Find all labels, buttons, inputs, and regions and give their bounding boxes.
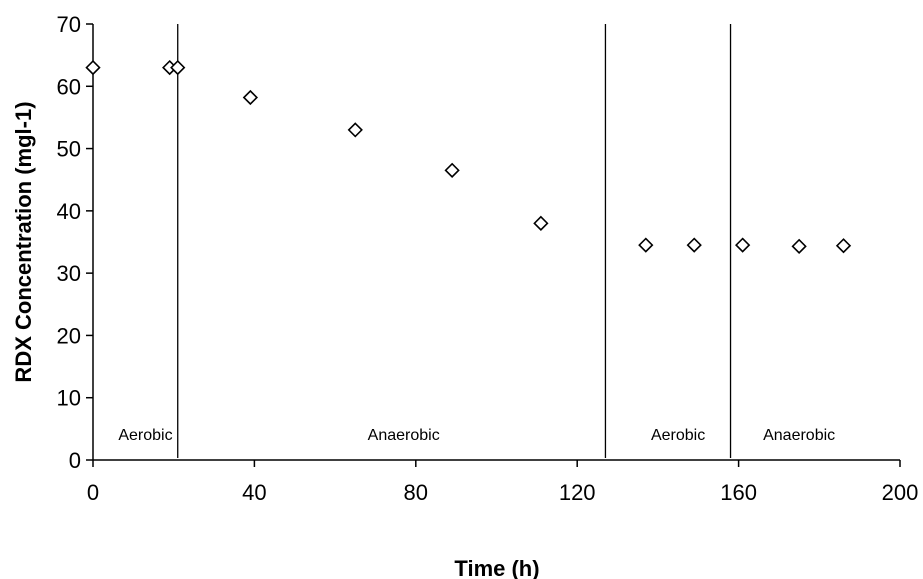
data-point: [638, 237, 654, 253]
x-tick-label: 200: [882, 480, 919, 505]
x-tick-label: 120: [559, 480, 596, 505]
x-axis-title: Time (h): [454, 556, 539, 579]
x-tick-label: 160: [720, 480, 757, 505]
data-point: [242, 89, 258, 106]
y-tick-label: 0: [69, 448, 81, 473]
tick-labels: 0 10 20 30 40 50 60 70 0 40 80 120 160 200: [57, 12, 919, 505]
data-point: [835, 238, 852, 254]
y-tick-label: 10: [57, 386, 81, 411]
y-tick-label: 50: [57, 137, 81, 162]
x-tick-label: 80: [404, 480, 428, 505]
data-point: [735, 237, 751, 253]
data-point: [686, 237, 702, 253]
y-tick-label: 70: [57, 12, 81, 37]
y-tick-label: 20: [57, 323, 81, 348]
x-tick-label: 0: [87, 480, 99, 505]
data-point: [85, 59, 101, 76]
y-tick-label: 40: [57, 199, 81, 224]
phase-boundaries: [177, 24, 732, 458]
data-point: [347, 122, 363, 138]
data-point: [791, 238, 807, 254]
phase-label: Aerobic: [118, 427, 172, 444]
x-tick-label: 40: [242, 480, 266, 505]
phase-label: Anaerobic: [763, 427, 835, 444]
data-point: [533, 215, 549, 231]
y-axis-title: RDX Concentration (mgl-1): [11, 101, 36, 382]
y-tick-label: 60: [57, 74, 81, 99]
phase-label: Aerobic: [651, 427, 705, 444]
phase-label: Anaerobic: [368, 427, 440, 444]
data-point: [444, 162, 460, 179]
y-tick-label: 30: [57, 261, 81, 286]
data-points: [85, 59, 852, 254]
axes: [86, 23, 901, 467]
phase-labels: Aerobic Anaerobic Aerobic Anaerobic: [118, 427, 835, 444]
data-point: [170, 59, 186, 76]
